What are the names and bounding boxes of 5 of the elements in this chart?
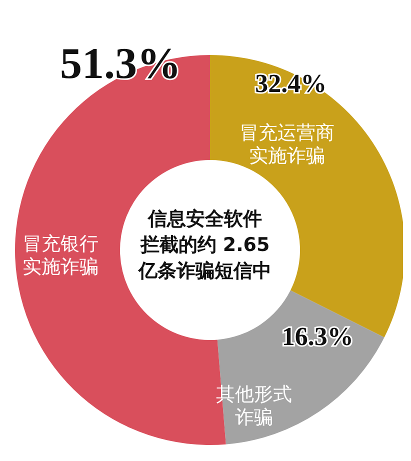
slice-label: 冒充银行实施诈骗 (22, 233, 98, 278)
slice-label: 冒充运营商实施诈骗 (239, 122, 334, 167)
data-label: 16.3% (282, 322, 354, 351)
text: 信息安全软件拦截的约 2.65亿条诈骗短信中 (138, 208, 272, 282)
data-label: 51.3% (60, 39, 181, 88)
